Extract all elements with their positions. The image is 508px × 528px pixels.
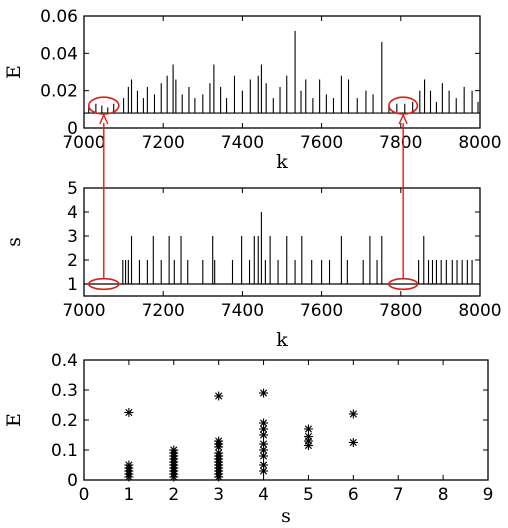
- y-tick-label: 2: [67, 251, 78, 271]
- x-tick-label: 7800: [379, 301, 422, 321]
- y-tick-label: 0.06: [40, 7, 78, 27]
- x-tick-label: 0: [79, 485, 90, 505]
- x-tick-label: 4: [258, 485, 269, 505]
- y-tick-label: 0.3: [51, 381, 78, 401]
- scatter-point: [124, 408, 134, 417]
- y-tick-label: 0.2: [51, 411, 78, 431]
- x-tick-label: 7200: [142, 133, 185, 153]
- x-tick-label: 8000: [458, 133, 501, 153]
- x-tick-label: 7400: [221, 301, 264, 321]
- axis-ticks: 7000 7200 7400 7600 7800 8000 0 0.02 0.04 0.06: [40, 7, 501, 153]
- data-series: [84, 212, 480, 285]
- panel-energy-vs-size: 0 1 2 3 4 5 6 7 8 9 0 0.1 0.2 0.3 0.4 s E: [3, 351, 493, 527]
- highlight-markers: [87, 96, 419, 115]
- x-tick-label: 1: [123, 485, 134, 505]
- y-tick-label: 0: [67, 119, 78, 139]
- x-tick-label: 7000: [62, 133, 105, 153]
- y-axis-label: s: [3, 237, 25, 247]
- x-tick-label: 8: [438, 485, 449, 505]
- connector-arrow-head: [99, 113, 109, 125]
- x-tick-label: 6: [348, 485, 359, 505]
- y-axis-label: E: [3, 65, 25, 79]
- x-tick-label: 7400: [221, 133, 264, 153]
- x-tick-label: 7800: [379, 133, 422, 153]
- y-tick-label: 0.4: [51, 351, 78, 371]
- panel-size-vs-k: 7000 7200 7400 7600 7800 8000 1 2 3 4 5 k s: [3, 179, 502, 351]
- plot-frame: [83, 359, 489, 481]
- x-tick-label: 7: [393, 485, 404, 505]
- y-tick-label: 4: [67, 203, 78, 223]
- scatter-point: [348, 438, 358, 447]
- x-tick-label: 7600: [300, 133, 343, 153]
- axis-ticks: 0 1 2 3 4 5 6 7 8 9 0 0.1 0.2 0.3 0.4: [51, 351, 493, 505]
- data-series: [124, 388, 358, 482]
- x-tick-label: 8000: [458, 301, 501, 321]
- scatter-point: [214, 391, 224, 401]
- y-axis-label: E: [3, 413, 25, 427]
- scatter-point: [259, 388, 269, 398]
- x-tick-label: 7600: [300, 301, 343, 321]
- y-tick-label: 0.04: [40, 44, 78, 64]
- data-series: [84, 30, 480, 114]
- y-tick-label: 1: [67, 275, 78, 295]
- y-tick-label: 0: [67, 471, 78, 491]
- x-axis-label: s: [281, 505, 291, 527]
- y-tick-label: 0.1: [51, 441, 78, 461]
- x-axis-label: k: [276, 329, 288, 351]
- y-tick-label: 5: [67, 179, 78, 199]
- highlight-ellipse: [87, 96, 120, 115]
- scatter-point: [303, 424, 313, 434]
- scatter-point: [259, 466, 269, 476]
- scatter-point: [259, 445, 269, 455]
- scatter-point: [124, 472, 134, 482]
- x-tick-label: 2: [168, 485, 179, 505]
- scatter-point: [303, 441, 313, 450]
- scatter-point: [214, 472, 224, 482]
- scatter-point: [348, 409, 358, 419]
- plot-frame: [83, 15, 481, 129]
- x-tick-label: 5: [303, 485, 314, 505]
- x-tick-label: 9: [483, 485, 494, 505]
- plot-frame: [83, 187, 481, 297]
- x-tick-label: 7200: [142, 301, 185, 321]
- scatter-point: [169, 472, 179, 482]
- scatter-point: [259, 430, 269, 440]
- connector-arrow-head: [398, 113, 408, 125]
- x-tick-label: 7000: [62, 301, 105, 321]
- x-tick-label: 3: [213, 485, 224, 505]
- x-axis-label: k: [276, 151, 288, 173]
- y-tick-label: 3: [67, 227, 78, 247]
- y-tick-label: 0.02: [40, 82, 78, 102]
- connector-arrows: [99, 113, 408, 279]
- scatter-point: [259, 451, 269, 461]
- axis-ticks: 7000 7200 7400 7600 7800 8000 1 2 3 4 5: [62, 179, 501, 321]
